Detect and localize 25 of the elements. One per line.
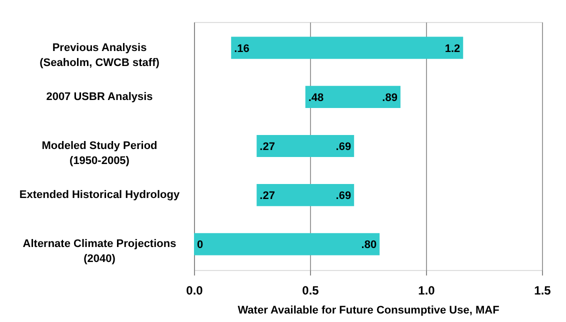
x-tick-label: 1.0: [418, 284, 436, 298]
bar: [231, 36, 464, 59]
annotation: .80: [361, 239, 377, 252]
x-axis-title: Water Available for Future Consumptive Use, MAF: [238, 304, 500, 316]
annotation: 1.2: [444, 42, 460, 55]
x-tick-label: 0.5: [302, 284, 320, 298]
annotation: .16: [234, 42, 250, 55]
annotation: .27: [260, 141, 275, 153]
y-tick-label: Alternate Climate Projections (2040): [22, 238, 176, 266]
annotation: .69: [336, 190, 352, 202]
x-tick-label: 1.5: [534, 284, 552, 298]
annotation: .69: [336, 141, 352, 153]
y-tick-label: 2007 USBR Analysis: [46, 90, 153, 103]
annotation: 0: [197, 239, 204, 252]
y-tick-label: Extended Historical Hydrology: [19, 189, 180, 202]
y-tick-label: Previous Analysis (Seaholm, CWCB staff): [40, 42, 160, 69]
bar: [305, 86, 400, 108]
annotation: .89: [382, 92, 398, 104]
annotation: .27: [260, 190, 275, 202]
bar: [256, 184, 354, 206]
bar: [194, 233, 380, 256]
annotation: .48: [308, 92, 324, 104]
y-tick-label: Modeled Study Period (1950-2005): [42, 140, 158, 167]
x-tick-label: 0.0: [186, 284, 204, 298]
bar: [256, 134, 354, 158]
